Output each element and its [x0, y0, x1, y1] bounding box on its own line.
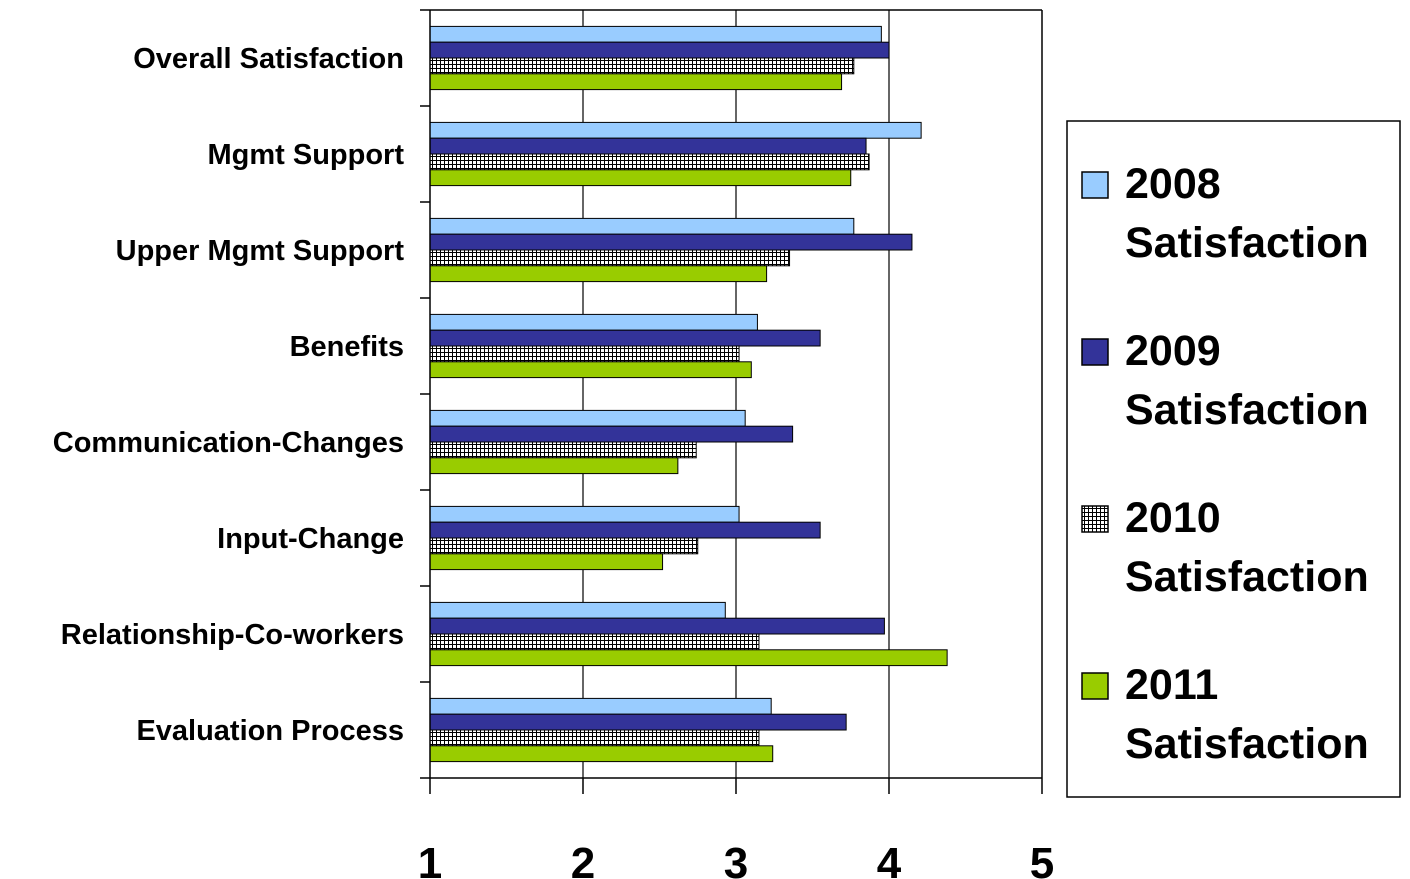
category-label: Input-Change	[217, 523, 404, 555]
legend-label: Satisfaction	[1125, 386, 1369, 434]
category-label: Overall Satisfaction	[133, 43, 404, 75]
bar-2008-7	[429, 697, 772, 715]
x-tick-label: 5	[1030, 839, 1054, 879]
category-label: Evaluation Process	[136, 715, 404, 747]
x-tick-label: 4	[877, 839, 902, 879]
bar-2010-1	[429, 153, 870, 171]
bar-2011-7	[429, 745, 774, 763]
legend-swatch	[1081, 672, 1109, 700]
bar-2009-0	[429, 41, 890, 59]
bar-2008-5	[429, 505, 740, 523]
x-tick-label: 2	[571, 839, 595, 879]
bar-2010-3	[429, 345, 740, 363]
legend-label: 2011	[1125, 661, 1218, 709]
category-label: Mgmt Support	[207, 139, 404, 171]
bar-2008-4	[429, 409, 746, 427]
bar-2011-1	[429, 169, 852, 187]
bar-2010-2	[429, 249, 791, 267]
bar-2011-5	[429, 553, 664, 571]
bar-2009-4	[429, 425, 794, 443]
legend-label: 2009	[1125, 327, 1221, 375]
bar-2011-6	[429, 649, 948, 667]
legend-label: Satisfaction	[1125, 553, 1369, 601]
bar-2009-6	[429, 617, 885, 635]
bar-2009-3	[429, 329, 821, 347]
x-tick-label: 1	[418, 839, 442, 879]
bar-2011-2	[429, 265, 768, 283]
category-label: Relationship-Co-workers	[61, 619, 404, 651]
legend-box	[1066, 120, 1401, 798]
category-label: Upper Mgmt Support	[116, 235, 405, 267]
bar-2010-4	[429, 441, 697, 459]
legend-label: 2010	[1125, 494, 1221, 542]
axes	[420, 9, 1043, 794]
legend-label: Satisfaction	[1125, 219, 1369, 267]
bar-2008-6	[429, 601, 726, 619]
bar-2010-5	[429, 537, 699, 555]
bar-2009-2	[429, 233, 913, 251]
bar-2008-2	[429, 217, 855, 235]
bar-2008-1	[429, 121, 922, 139]
bar-2008-3	[429, 313, 758, 331]
bar-2009-5	[429, 521, 821, 539]
category-label: Communication-Changes	[53, 427, 404, 459]
bar-2010-0	[429, 57, 855, 75]
bar-2010-7	[429, 729, 760, 747]
bar-2010-6	[429, 633, 760, 651]
bar-2008-0	[429, 25, 882, 43]
legend-swatch	[1081, 505, 1109, 533]
bars	[429, 25, 948, 763]
legend-label: 2008	[1125, 160, 1221, 208]
category-labels: Overall Satisfaction Mgmt Support Upper Mg…	[53, 43, 405, 747]
legend-swatch	[1081, 338, 1109, 366]
x-tick-label: 3	[724, 839, 748, 879]
legend-label: Satisfaction	[1125, 720, 1369, 768]
bar-2011-4	[429, 457, 679, 475]
x-tick-labels: 1 2 3 4 5	[418, 839, 1054, 879]
legend: 2008 Satisfaction 2009 Satisfaction 2010 Sati…	[1066, 120, 1401, 798]
bar-2009-7	[429, 713, 847, 731]
bar-2009-1	[429, 137, 867, 155]
legend-swatch	[1081, 171, 1109, 199]
category-label: Benefits	[290, 331, 404, 363]
bar-2011-3	[429, 361, 752, 379]
bar-2011-0	[429, 73, 843, 91]
